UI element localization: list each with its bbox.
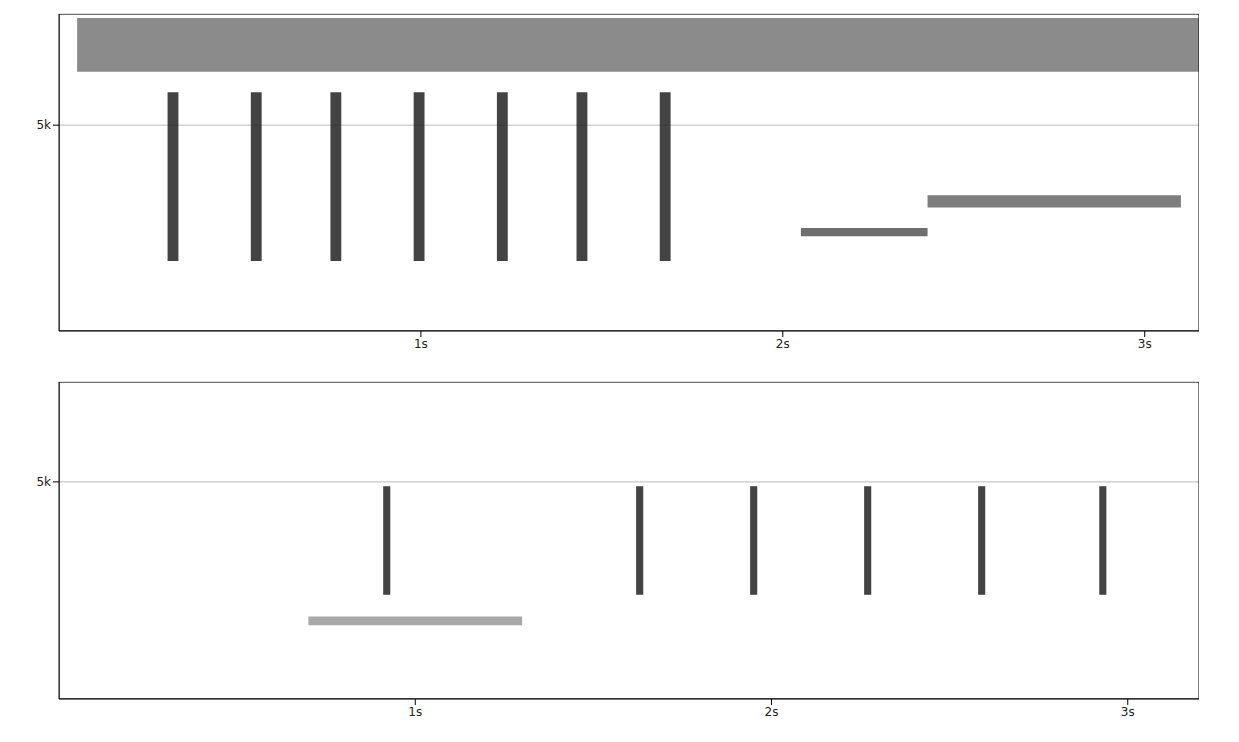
- svg-text:3s: 3s: [1121, 705, 1135, 719]
- svg-text:1s: 1s: [408, 705, 422, 719]
- svg-text:1s: 1s: [414, 337, 428, 351]
- svg-text:5k: 5k: [36, 475, 51, 489]
- svg-text:5k: 5k: [36, 118, 51, 132]
- svg-text:3s: 3s: [1138, 337, 1152, 351]
- svg-text:2s: 2s: [776, 337, 790, 351]
- svg-text:2s: 2s: [765, 705, 779, 719]
